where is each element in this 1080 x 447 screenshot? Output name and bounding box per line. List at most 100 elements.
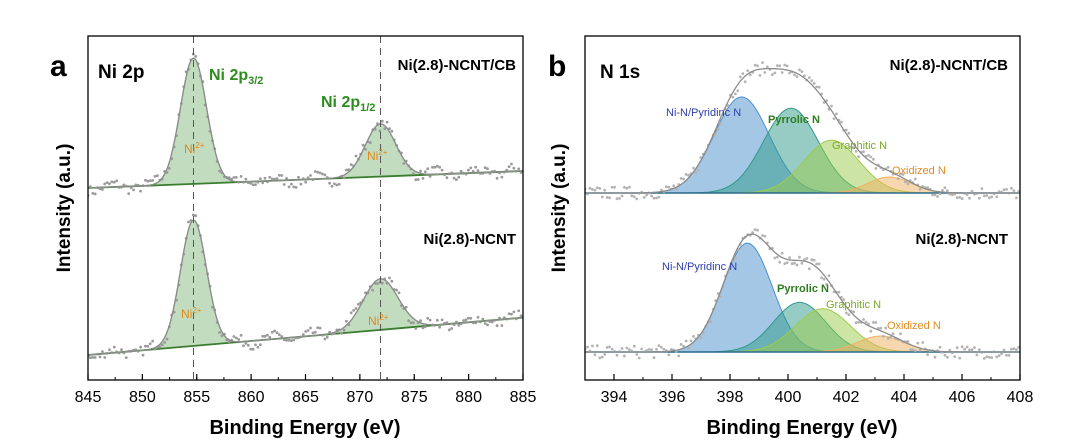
- n-label-pyridinic-bottom: Ni-N/Pyridinc N: [662, 261, 737, 273]
- raw-data-point: [294, 186, 298, 189]
- raw-data-point: [249, 347, 253, 351]
- raw-data-point: [512, 310, 516, 314]
- raw-data-point: [800, 70, 804, 73]
- raw-data-point: [625, 186, 629, 190]
- raw-data-point: [187, 220, 190, 224]
- raw-data-point: [874, 321, 878, 324]
- n-label-oxidized-bottom: Oxidized N: [887, 320, 941, 332]
- raw-data-point: [414, 327, 418, 330]
- raw-data-point: [931, 193, 934, 197]
- raw-data-point: [726, 104, 730, 107]
- raw-data-point: [891, 332, 895, 336]
- raw-data-point: [906, 182, 910, 186]
- raw-data-point: [438, 325, 442, 329]
- raw-data-point: [965, 345, 969, 349]
- ni2plus-label-top-right: Ni2+: [367, 148, 388, 163]
- raw-data-point: [743, 80, 747, 84]
- raw-data-point: [936, 195, 939, 198]
- raw-data-point: [380, 281, 384, 285]
- raw-data-point: [435, 318, 439, 322]
- raw-data-point: [290, 339, 293, 343]
- n-label-pyridinic-top: Ni-N/Pyridinc N: [666, 107, 741, 119]
- raw-data-point: [268, 335, 272, 339]
- raw-data-point: [292, 338, 296, 342]
- raw-data-point: [672, 184, 676, 188]
- raw-data-point: [483, 166, 487, 170]
- raw-data-point: [1002, 348, 1006, 352]
- raw-data-point: [428, 175, 432, 178]
- raw-data-point: [395, 288, 398, 292]
- raw-data-point: [803, 258, 806, 261]
- raw-data-point: [450, 327, 454, 330]
- raw-data-point: [600, 355, 604, 359]
- raw-data-point: [428, 318, 432, 322]
- raw-data-point: [862, 150, 865, 154]
- raw-data-point: [153, 174, 157, 178]
- raw-data-point: [423, 170, 427, 174]
- raw-data-point: [194, 214, 198, 218]
- raw-data-point: [101, 350, 104, 353]
- raw-data-point: [783, 63, 787, 67]
- raw-data-point: [127, 192, 131, 196]
- raw-data-point: [232, 176, 236, 179]
- raw-data-point: [101, 188, 104, 191]
- raw-data-point: [650, 194, 653, 198]
- raw-data-point: [151, 339, 155, 343]
- raw-data-point: [412, 172, 415, 175]
- raw-data-point: [645, 349, 648, 352]
- raw-data-point: [438, 165, 442, 169]
- panel-b-x-ticks: 394 396 398 400 402 404 406 408: [584, 374, 1033, 406]
- raw-data-point: [275, 331, 279, 335]
- raw-data-point: [593, 188, 597, 192]
- raw-data-point: [414, 178, 418, 182]
- x-tick-label: 870: [347, 389, 374, 406]
- raw-data-point: [318, 171, 322, 175]
- raw-data-point: [852, 146, 856, 150]
- raw-data-point: [716, 292, 720, 295]
- x-tick-label: 400: [775, 389, 802, 406]
- raw-data-point: [144, 178, 147, 182]
- raw-data-point: [371, 288, 375, 292]
- raw-data-point: [98, 355, 102, 359]
- raw-data-point: [1005, 188, 1008, 191]
- raw-data-point: [421, 177, 425, 180]
- x-tick-label: 850: [129, 389, 156, 406]
- raw-data-point: [697, 168, 700, 172]
- raw-data-point: [91, 356, 95, 359]
- x-tick-label: 398: [717, 389, 744, 406]
- raw-data-point: [337, 182, 341, 186]
- panel-a: 845 850 855 860 865 870 875 880 885 a Ni 2p Ni(2…: [50, 35, 536, 439]
- raw-data-point: [815, 85, 819, 89]
- raw-data-point: [820, 276, 823, 280]
- raw-data-point: [234, 176, 238, 179]
- raw-data-point: [110, 180, 114, 184]
- raw-data-point: [258, 177, 262, 181]
- raw-data-point: [421, 326, 425, 330]
- panel-b-title: N 1s: [600, 62, 640, 83]
- raw-data-point: [738, 75, 742, 79]
- raw-data-point: [990, 195, 994, 199]
- ni-component-peak: [88, 57, 522, 189]
- raw-data-point: [667, 185, 671, 189]
- peak-label-ni2p32: Ni 2p3/2: [209, 67, 263, 87]
- raw-data-point: [378, 129, 382, 133]
- raw-data-point: [953, 355, 957, 358]
- raw-data-point: [242, 344, 245, 348]
- panel-a-series-label-bottom: Ni(2.8)-NCNT: [424, 231, 517, 248]
- raw-data-point: [263, 176, 267, 180]
- raw-data-point: [798, 68, 801, 72]
- raw-data-point: [1015, 348, 1018, 352]
- raw-data-point: [950, 193, 954, 197]
- raw-data-point: [270, 330, 274, 334]
- raw-data-point: [1010, 186, 1013, 190]
- raw-data-point: [955, 196, 959, 200]
- raw-data-point: [309, 174, 312, 177]
- raw-data-point: [714, 132, 717, 136]
- raw-data-point: [608, 196, 611, 200]
- raw-data-point: [144, 344, 147, 348]
- raw-data-point: [822, 277, 826, 281]
- raw-data-point: [692, 166, 695, 170]
- raw-data-point: [397, 291, 401, 295]
- raw-data-point: [615, 197, 619, 201]
- raw-data-point: [1000, 352, 1003, 356]
